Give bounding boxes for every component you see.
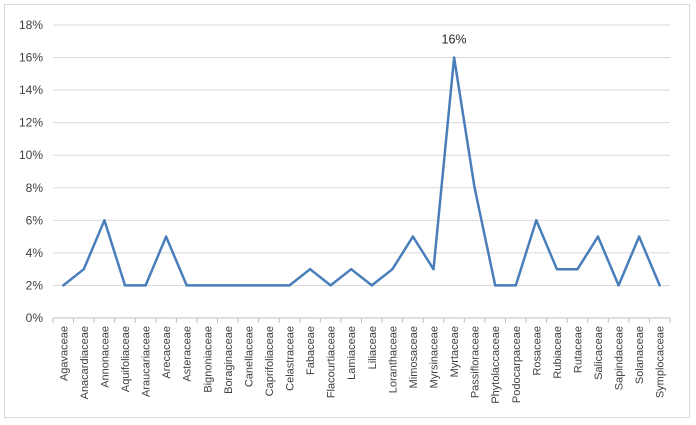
x-tick-label: Asteraceae bbox=[182, 326, 194, 382]
data-point bbox=[514, 284, 517, 287]
y-tick-label: 12% bbox=[19, 116, 43, 130]
data-point bbox=[637, 235, 641, 238]
data-point bbox=[493, 284, 497, 287]
y-tick-label: 14% bbox=[19, 83, 43, 97]
x-tick-label: Aquifoliaceae bbox=[120, 326, 132, 392]
y-tick-label: 18% bbox=[19, 18, 43, 32]
x-tick-label: Celastraceae bbox=[285, 326, 297, 391]
x-tick-label: Lamiaceae bbox=[346, 326, 358, 380]
data-point bbox=[576, 267, 579, 271]
x-tick-label: Anacardiaceae bbox=[79, 326, 91, 399]
data-point bbox=[144, 284, 147, 287]
y-tick-label: 8% bbox=[26, 181, 44, 195]
data-point bbox=[103, 219, 106, 222]
data-point bbox=[62, 284, 65, 287]
data-point bbox=[82, 267, 86, 271]
x-tick-label: Rutaceae bbox=[572, 326, 584, 373]
x-tick-label: Sapindaceae bbox=[614, 326, 626, 390]
x-tick-label: Podocarpaceae bbox=[511, 326, 523, 403]
data-point bbox=[206, 284, 209, 287]
data-point bbox=[247, 284, 250, 287]
x-tick-label: Araucariaceae bbox=[141, 326, 153, 397]
x-tick-label: Boraginaceae bbox=[223, 326, 235, 394]
data-point bbox=[391, 267, 394, 271]
x-tick-label: Phytolaccaceae bbox=[490, 326, 502, 404]
data-label: 16% bbox=[442, 33, 467, 47]
data-point bbox=[267, 284, 271, 287]
data-point bbox=[452, 56, 456, 59]
data-point bbox=[535, 219, 538, 222]
data-point bbox=[658, 284, 661, 287]
data-point bbox=[164, 235, 168, 238]
series-line bbox=[62, 56, 661, 287]
x-tick-label: Myrtaceae bbox=[449, 326, 461, 377]
x-tick-label: Caprifoliaceae bbox=[264, 326, 276, 396]
y-tick-label: 0% bbox=[26, 311, 44, 325]
y-tick-label: 16% bbox=[19, 51, 43, 65]
data-point bbox=[370, 284, 373, 287]
data-point bbox=[123, 284, 127, 287]
x-tick-label: Bignoniaceae bbox=[202, 326, 214, 393]
x-tick-label: Annonaceae bbox=[99, 326, 111, 388]
data-point bbox=[288, 284, 291, 287]
y-tick-label: 6% bbox=[26, 213, 44, 227]
data-point bbox=[432, 267, 435, 271]
data-point bbox=[308, 267, 312, 271]
x-tick-label: Rubiaceae bbox=[552, 326, 564, 379]
x-tick-label: Arecaceae bbox=[161, 326, 173, 379]
data-point bbox=[555, 267, 559, 271]
x-tick-label: Solanaceae bbox=[634, 326, 646, 384]
chart-frame bbox=[4, 4, 690, 418]
x-tick-label: Passifloraceae bbox=[470, 326, 482, 398]
data-point bbox=[617, 284, 620, 287]
data-point bbox=[226, 284, 230, 287]
x-tick-label: Mimosaceae bbox=[408, 326, 420, 388]
y-tick-label: 10% bbox=[19, 148, 43, 162]
x-tick-label: Liliaceae bbox=[367, 326, 379, 369]
x-tick-label: Rosaceae bbox=[531, 326, 543, 376]
x-tick-label: Fabaceae bbox=[305, 326, 317, 375]
x-tick-label: Myrsinaceae bbox=[428, 326, 440, 388]
x-tick-label: Agavaceae bbox=[58, 326, 70, 381]
x-tick-label: Salicaceae bbox=[593, 326, 605, 380]
y-tick-label: 4% bbox=[26, 246, 44, 260]
x-tick-label: Canellaceae bbox=[243, 326, 255, 387]
data-point bbox=[473, 186, 476, 189]
data-point bbox=[596, 235, 600, 238]
x-tick-label: Loranthaceae bbox=[387, 326, 399, 393]
data-point bbox=[350, 267, 353, 271]
x-tick-label: Symplocaceae bbox=[655, 326, 667, 398]
x-tick-label: Flacourtiaceae bbox=[326, 326, 338, 398]
data-point bbox=[185, 284, 188, 287]
y-tick-label: 2% bbox=[26, 278, 44, 292]
data-point bbox=[411, 235, 415, 238]
data-point bbox=[329, 284, 332, 287]
